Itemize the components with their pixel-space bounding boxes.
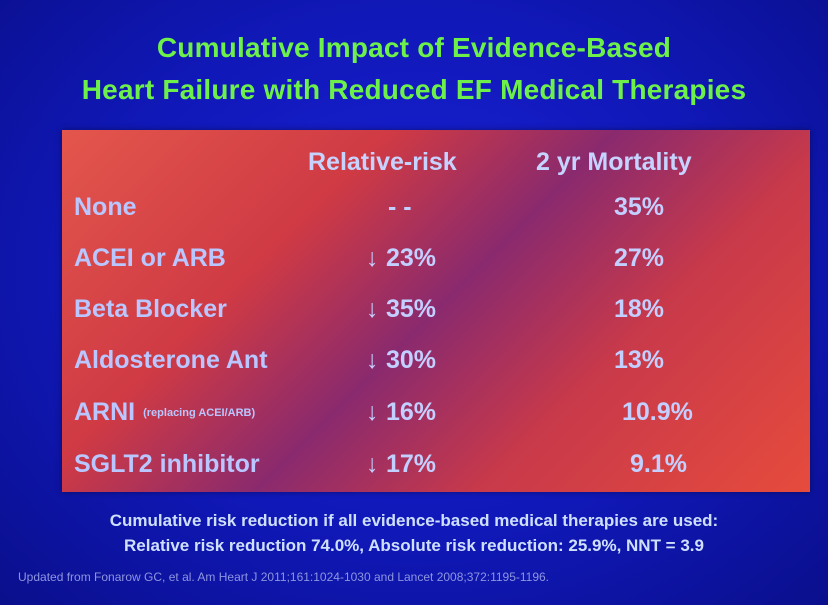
- mortality-value: 9.1%: [630, 450, 687, 478]
- down-arrow-icon: ↓: [366, 244, 379, 272]
- therapy-table-panel: [62, 130, 810, 492]
- down-arrow-icon: ↓: [366, 346, 379, 374]
- relative-risk-value: - -: [388, 193, 412, 221]
- table-row-label: ARNI (replacing ACEI/ARB): [74, 398, 256, 426]
- citation: Updated from Fonarow GC, et al. Am Heart…: [18, 570, 550, 584]
- table-row-label: Beta Blocker: [74, 295, 227, 323]
- table-row-label: Aldosterone Ant: [74, 346, 268, 374]
- relative-risk-value: ↓ 35%: [366, 295, 437, 323]
- slide-title-line-2: Heart Failure with Reduced EF Medical Th…: [81, 74, 747, 105]
- mortality-value: 35%: [614, 193, 665, 221]
- mortality-value: 10.9%: [622, 398, 693, 426]
- mortality-value: 27%: [614, 244, 665, 272]
- relative-risk-value: ↓ 17%: [366, 450, 437, 478]
- mortality-value: 18%: [614, 295, 665, 323]
- mortality-value: 13%: [614, 346, 665, 374]
- slide-title-line-1: Cumulative Impact of Evidence-Based: [156, 32, 672, 63]
- relative-risk-value: ↓ 16%: [366, 398, 437, 426]
- table-row-label: SGLT2 inhibitor: [74, 450, 260, 478]
- relative-risk-value: ↓ 23%: [366, 244, 437, 272]
- relative-risk-value: ↓ 30%: [366, 346, 437, 374]
- footer-summary-line-1: Cumulative risk reduction if all evidenc…: [109, 511, 719, 530]
- footer-summary-line-2: Relative risk reduction 74.0%, Absolute …: [124, 536, 704, 555]
- table-row-label: None: [74, 193, 137, 221]
- relative-risk-header: Relative-risk: [308, 148, 457, 176]
- row-note: (replacing ACEI/ARB): [143, 407, 256, 420]
- mortality-header: 2 yr Mortality: [536, 148, 692, 176]
- table-row-label: ACEI or ARB: [74, 244, 226, 272]
- down-arrow-icon: ↓: [366, 450, 379, 478]
- down-arrow-icon: ↓: [366, 295, 379, 323]
- down-arrow-icon: ↓: [366, 398, 379, 426]
